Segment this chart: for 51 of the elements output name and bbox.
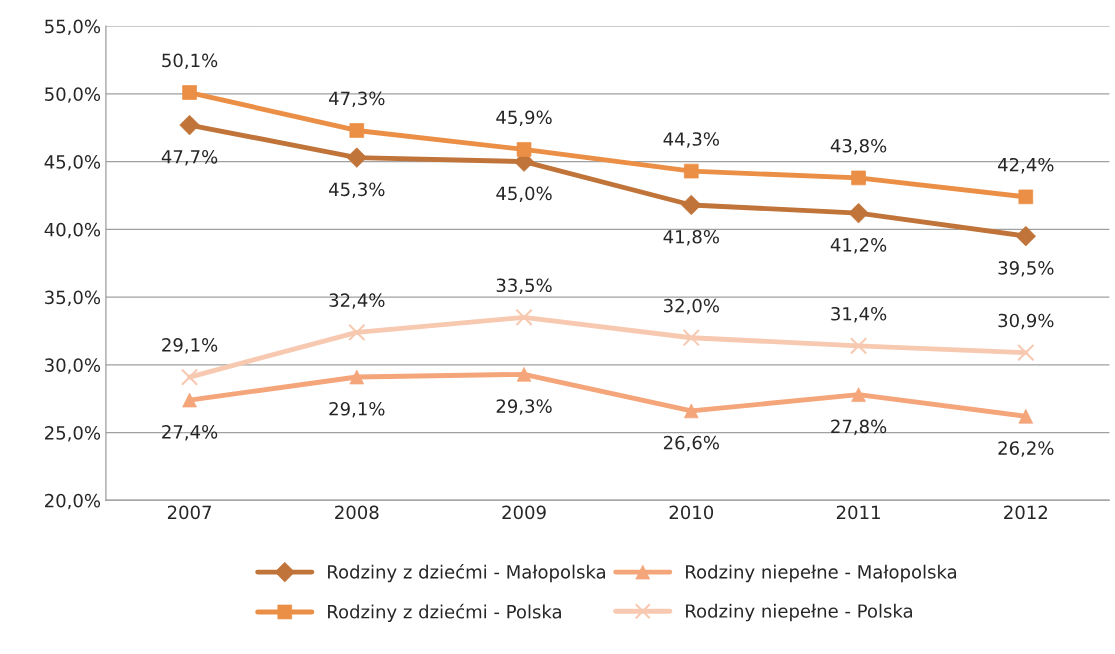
legend-label: Rodziny z dziećmi - Polska (328, 603, 561, 623)
x-tick-label: 2009 (502, 505, 546, 520)
y-tick-label: 25,0% (45, 426, 101, 442)
data-label: 27,4% (162, 424, 218, 441)
data-label: 27,8% (831, 419, 887, 436)
point (515, 308, 533, 327)
data-label: 29,1% (329, 401, 385, 418)
data-label: 45,0% (496, 186, 552, 203)
data-label: 47,3% (329, 91, 385, 107)
point (348, 323, 366, 341)
point (346, 147, 367, 168)
data-label: 26,2% (998, 441, 1054, 457)
x-tick-label: 2008 (335, 505, 379, 520)
data-label: 45,9% (496, 110, 552, 126)
x-tick-label: 2010 (669, 505, 714, 520)
point (684, 163, 699, 179)
y-tick-label: 35,0% (45, 290, 101, 307)
data-label: 42,4% (998, 157, 1054, 174)
x-tick-label: 2011 (836, 505, 880, 520)
point (179, 114, 200, 136)
point (1017, 343, 1035, 362)
y-tick-label: 55,0% (45, 19, 101, 36)
data-label: 33,5% (496, 278, 552, 294)
x-tick-label: 2007 (167, 505, 211, 520)
point (682, 329, 700, 347)
y-tick-label: 45,0% (44, 155, 101, 171)
data-label: 29,1% (162, 338, 218, 354)
y-tick-label: 20,0% (45, 493, 101, 510)
legend-label: Rodziny niepełne - Polska (686, 603, 912, 622)
data-label: 41,2% (830, 238, 887, 254)
y-tick-label: 30,0% (45, 358, 101, 374)
y-tick-label: 50,0% (45, 87, 101, 103)
data-label: 43,8% (830, 138, 887, 155)
data-label: 31,4% (831, 306, 887, 323)
data-label: 44,3% (663, 132, 719, 148)
legend-label: Rodziny z dziećmi - Małopolska (328, 563, 606, 583)
x-tick-label: 2012 (1004, 505, 1047, 520)
data-label: 32,4% (329, 293, 385, 309)
legend-label: Rodziny niepełne - Małopolska (686, 564, 957, 583)
data-label: 50,1% (162, 53, 218, 70)
y-tick-label: 40,0% (44, 222, 101, 239)
point (180, 368, 199, 386)
data-label: 26,6% (663, 435, 719, 452)
data-label: 29,3% (496, 399, 552, 415)
data-label: 47,7% (161, 149, 218, 166)
data-label: 41,8% (663, 229, 719, 246)
data-label: 32,0% (664, 298, 719, 315)
data-label: 45,3% (329, 182, 385, 198)
data-label: 39,5% (998, 261, 1054, 277)
point (849, 337, 868, 355)
data-label: 30,9% (998, 313, 1054, 330)
